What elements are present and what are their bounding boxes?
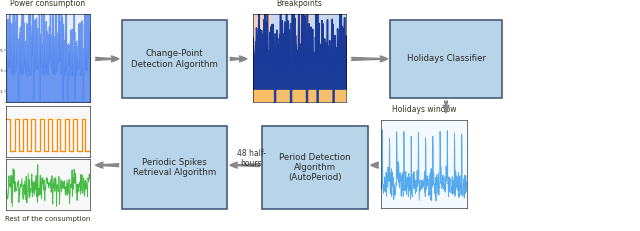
FancyBboxPatch shape — [122, 20, 227, 98]
FancyBboxPatch shape — [122, 126, 227, 209]
Text: Rest of the consumption: Rest of the consumption — [5, 216, 91, 222]
Text: Holidays Classifier: Holidays Classifier — [407, 55, 486, 63]
Text: Power consumption: Power consumption — [10, 0, 86, 8]
Text: 48 half-
hours: 48 half- hours — [237, 149, 266, 168]
Text: Device consumption: Device consumption — [9, 91, 87, 100]
Text: Change-Point
Detection Algorithm: Change-Point Detection Algorithm — [131, 49, 218, 69]
FancyBboxPatch shape — [262, 126, 368, 209]
Text: Holidays window: Holidays window — [392, 105, 456, 114]
Text: Breakpoints: Breakpoints — [276, 0, 323, 8]
Text: Period Detection
Algorithm
(AutoPeriod): Period Detection Algorithm (AutoPeriod) — [280, 152, 351, 182]
FancyBboxPatch shape — [390, 20, 502, 98]
Text: Periodic Spikes
Retrieval Algorithm: Periodic Spikes Retrieval Algorithm — [132, 158, 216, 177]
